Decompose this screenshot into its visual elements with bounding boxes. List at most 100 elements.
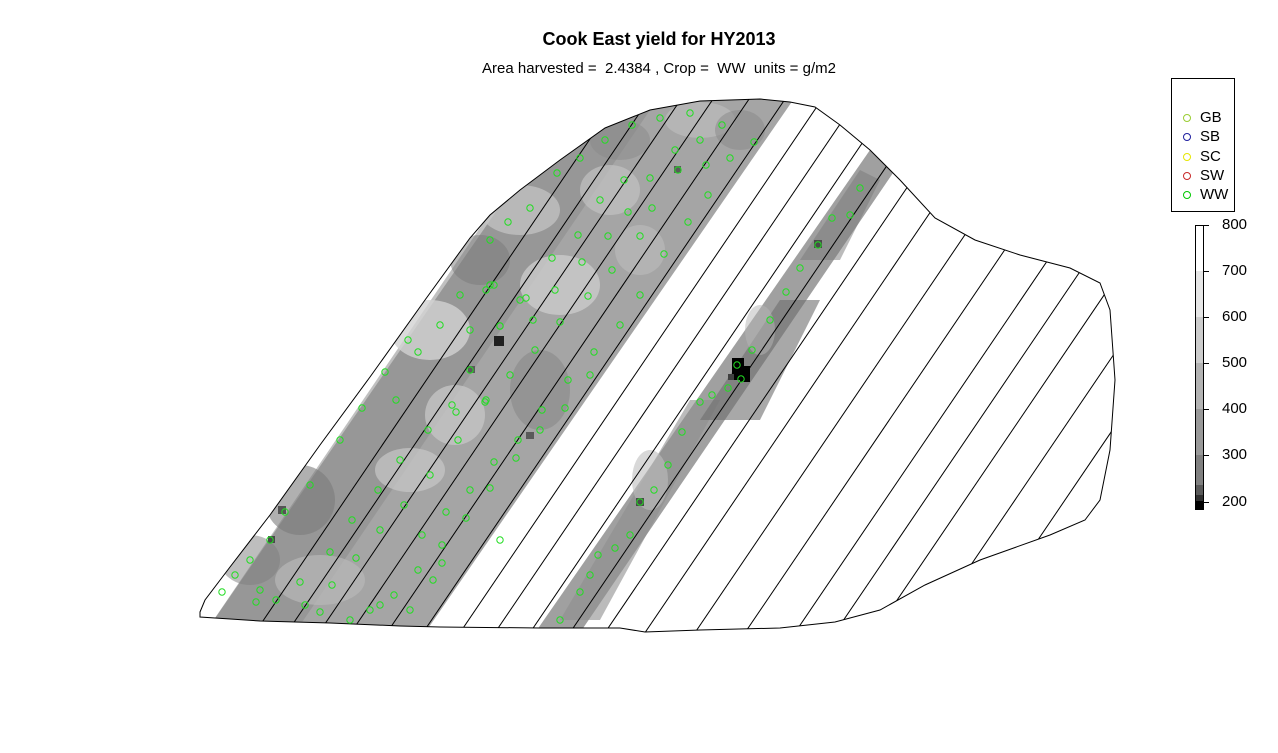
sample-point <box>272 596 280 604</box>
sample-point <box>246 556 254 564</box>
sample-point <box>414 348 422 356</box>
sample-point <box>490 281 498 289</box>
sample-point <box>328 581 336 589</box>
plot-title: Cook East yield for HY2013 <box>542 29 776 49</box>
sample-point <box>636 291 644 299</box>
sample-point <box>396 456 404 464</box>
sample-point <box>466 326 474 334</box>
sample-point <box>404 336 412 344</box>
scale-label-400: 400 <box>1222 400 1248 417</box>
sample-point <box>374 486 382 494</box>
strip-line <box>281 99 663 632</box>
sample-point <box>336 436 344 444</box>
sample-point <box>438 559 446 567</box>
strip-line <box>345 99 727 632</box>
sample-point <box>553 169 561 177</box>
sample-point <box>482 396 490 404</box>
sample-point <box>620 176 628 184</box>
scale-tick-300 <box>1204 455 1209 456</box>
sample-point <box>624 208 632 216</box>
yield-color-scale <box>1195 225 1204 510</box>
sample-point <box>381 368 389 376</box>
scale-tick-700 <box>1204 271 1209 272</box>
sample-point <box>556 616 564 624</box>
sample-point <box>616 321 624 329</box>
sample-point <box>766 316 774 324</box>
sample-point <box>452 408 460 416</box>
scale-segment <box>1195 495 1204 501</box>
sample-point <box>442 508 450 516</box>
strip-line <box>313 99 695 632</box>
sample-point <box>414 566 422 574</box>
sample-point <box>352 554 360 562</box>
sample-point <box>418 531 426 539</box>
sample-point <box>684 218 692 226</box>
sample-point <box>526 204 534 212</box>
sample-point <box>506 371 514 379</box>
sample-point <box>674 166 682 174</box>
sample-point <box>708 391 716 399</box>
sample-point <box>301 601 309 609</box>
scale-tick-400 <box>1204 409 1209 410</box>
strip-line <box>489 99 871 632</box>
legend-marker-ww <box>1183 191 1191 199</box>
sample-point <box>496 322 504 330</box>
strip-line <box>249 99 631 632</box>
legend-item-sc: SC <box>1172 148 1234 167</box>
sample-point <box>496 536 504 544</box>
sample-point <box>660 250 668 258</box>
scale-label-200: 200 <box>1222 493 1248 510</box>
sample-point <box>578 258 586 266</box>
sample-point <box>486 484 494 492</box>
scale-segment <box>1195 485 1204 495</box>
sample-point <box>514 436 522 444</box>
sample-point <box>586 371 594 379</box>
sample-point <box>696 136 704 144</box>
sample-point <box>636 498 644 506</box>
sample-point <box>456 291 464 299</box>
sample-point <box>650 486 658 494</box>
scale-segment <box>1195 455 1204 485</box>
sample-point <box>561 404 569 412</box>
sample-point <box>796 264 804 272</box>
plot-subtitle: Area harvested = 2.4384 , Crop = WW unit… <box>482 60 836 77</box>
strip-line <box>739 99 1115 632</box>
sample-point <box>424 426 432 434</box>
sample-point <box>718 121 726 129</box>
scale-segment <box>1195 317 1204 363</box>
scale-label-800: 800 <box>1222 216 1248 233</box>
sample-point <box>576 588 584 596</box>
legend-marker-gb <box>1183 114 1191 122</box>
crop-legend: GB SB SC SW WW <box>1171 78 1235 212</box>
sample-point <box>266 536 274 544</box>
sample-point <box>726 154 734 162</box>
scale-tick-800 <box>1204 225 1209 226</box>
sample-point <box>466 486 474 494</box>
sample-point <box>702 161 710 169</box>
strip-line <box>524 99 906 632</box>
strip-line <box>381 99 763 632</box>
strip-line <box>829 99 1115 632</box>
yield-raster <box>200 99 895 632</box>
sample-point <box>358 404 366 412</box>
sample-point <box>594 551 602 559</box>
scale-tick-200 <box>1204 502 1209 503</box>
sample-point <box>516 296 524 304</box>
sample-point <box>656 114 664 122</box>
yield-color-scale-frame <box>1195 225 1204 510</box>
sample-point <box>750 138 758 146</box>
legend-label-sb: SB <box>1200 128 1221 145</box>
sample-point <box>564 376 572 384</box>
sample-point <box>376 601 384 609</box>
sample-point <box>748 346 756 354</box>
strip-boundaries <box>249 99 1115 632</box>
sample-point <box>704 191 712 199</box>
sample-point <box>348 516 356 524</box>
sample-point <box>828 214 836 222</box>
sample-point <box>490 458 498 466</box>
sample-point <box>737 375 745 383</box>
sample-point <box>531 346 539 354</box>
sample-point <box>486 281 494 289</box>
legend-item-ww: WW <box>1172 186 1234 205</box>
